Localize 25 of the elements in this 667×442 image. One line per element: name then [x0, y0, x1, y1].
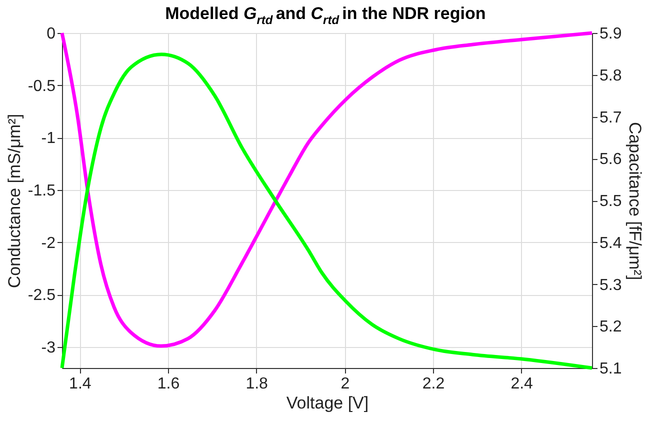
x-tick-label: 1.4 [69, 376, 92, 392]
y-tick-label: -0.5 [28, 78, 56, 95]
y-tick-label: 0 [46, 26, 56, 42]
y2-tick-label: 5.8 [600, 67, 622, 84]
y2-tick-label: 5.6 [600, 151, 622, 168]
y2-tick-label: 5.5 [600, 193, 622, 210]
y2-tick-label: 5.1 [600, 360, 622, 378]
y-tick-label: -2.5 [28, 287, 56, 304]
y2-tick-label: 5.2 [600, 318, 622, 336]
x-tick-label: 2.2 [422, 376, 445, 392]
x-tick-label: 1.8 [246, 376, 268, 392]
y2-tick-label: 5.9 [600, 26, 622, 42]
x-tick-label: 2 [340, 376, 350, 392]
x-axis-title: Voltage [V] [286, 394, 369, 412]
x-tick-label: 1.6 [157, 376, 180, 392]
x-tick-label: 2.4 [510, 376, 534, 392]
y-tick-label: -3 [41, 340, 56, 357]
y2-axis-title: Capacitance [fF/μm²] [626, 122, 645, 280]
y2-tick-label: 5.7 [600, 109, 622, 126]
y-tick-label: -1 [41, 130, 56, 148]
y-axis-title: Conductance [mS/μm²] [4, 114, 24, 288]
y-tick-label: -2 [41, 234, 56, 252]
y2-tick-label: 5.3 [600, 276, 622, 294]
y2-tick-label: 5.4 [600, 234, 622, 252]
y-tick-label: -1.5 [28, 182, 56, 200]
